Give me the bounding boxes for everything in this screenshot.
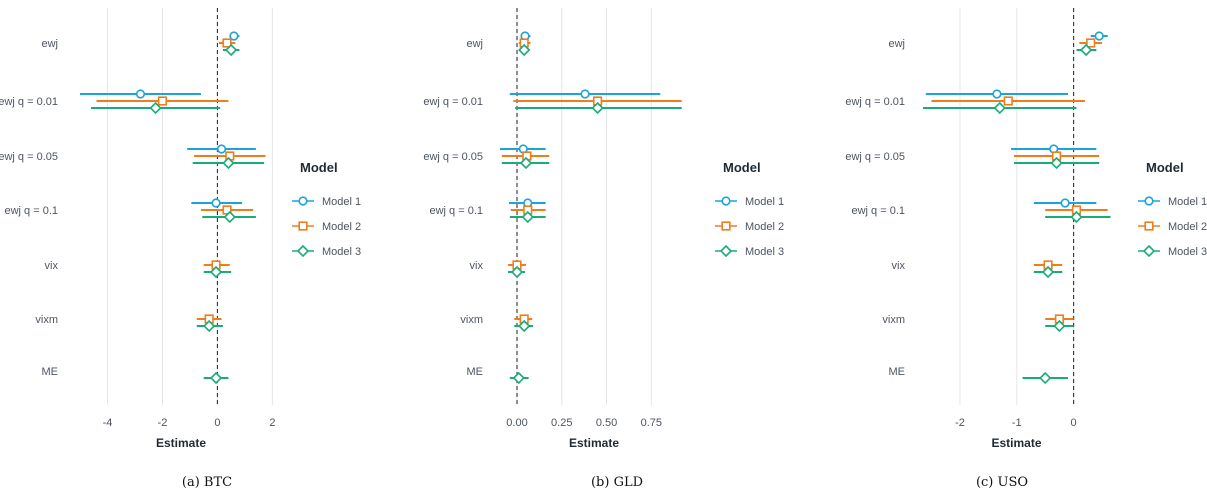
y-tick-label-vix: vix	[892, 260, 906, 272]
point-model-1-ewj	[229, 31, 239, 41]
legend-key-marker-model-3	[1142, 244, 1156, 258]
y-tick-label-vixm: vixm	[882, 314, 905, 326]
point-model-3-ewj-q-0-05	[1050, 156, 1063, 170]
point-model-1-ewj	[1094, 31, 1104, 41]
point-model-3-ewj	[518, 43, 531, 57]
point-model-3-ewj-q-0-05	[222, 156, 235, 170]
point-model-1-ewj-q-0-1	[211, 198, 221, 208]
point-model-3-vix	[1041, 265, 1055, 279]
panel-caption: (c) USO	[976, 475, 1028, 490]
x-tick-label: 0.75	[641, 417, 662, 429]
point-model-2-ewj	[1086, 38, 1096, 48]
legend: Model Model 1 Model 2 Model 3	[292, 160, 361, 258]
panel-caption: (a) BTC	[182, 475, 232, 490]
point-model-2-ewj-q-0-01	[1003, 96, 1013, 106]
point-model-3-ewj-q-0-1	[223, 210, 236, 224]
point-model-3-me	[1039, 371, 1052, 385]
y-tick-label-ewj-q-0-1: ewj q = 0.1	[4, 205, 58, 217]
y-tick-label-ewj: ewj	[466, 38, 483, 50]
point-model-3-vixm	[518, 319, 531, 333]
point-model-3-vix	[510, 265, 524, 279]
x-tick-label: 2	[269, 417, 275, 429]
legend: Model Model 1 Model 2 Model 3	[1138, 160, 1207, 258]
y-tick-label-me: ME	[467, 366, 484, 378]
x-axis-title: Estimate	[156, 436, 206, 450]
point-model-3-ewj-q-0-1	[521, 210, 534, 224]
legend-key-marker-model-3	[719, 244, 733, 258]
y-tick-label-me: ME	[889, 366, 906, 378]
point-model-1-ewj-q-0-01	[580, 89, 590, 99]
legend-label-model-3: Model 3	[322, 246, 361, 258]
x-tick-label: 0.00	[506, 417, 527, 429]
y-tick-label-ewj-q-0-1: ewj q = 0.1	[851, 205, 905, 217]
y-tick-label-ewj-q-0-1: ewj q = 0.1	[429, 205, 483, 217]
legend-title: Model	[723, 160, 761, 175]
x-axis-title: Estimate	[569, 436, 619, 450]
point-model-3-ewj-q-0-1	[1070, 210, 1083, 224]
legend-key-marker-model-1	[721, 196, 731, 206]
point-model-3-ewj-q-0-01	[591, 101, 604, 115]
x-tick-label: 0.25	[551, 417, 572, 429]
point-model-2-ewj	[222, 38, 232, 48]
point-model-3-vix	[209, 265, 223, 279]
x-tick-label: 0	[1071, 417, 1077, 429]
panel-caption: (b) GLD	[591, 475, 643, 490]
y-tick-label-ewj-q-0-05: ewj q = 0.05	[845, 151, 905, 163]
y-tick-label-me: ME	[42, 366, 59, 378]
point-model-3-ewj	[225, 43, 238, 57]
y-tick-label-ewj-q-0-01: ewj q = 0.01	[845, 96, 905, 108]
panel-gld: ewj ewj q = 0.01 ewj q = 0.05 ewj q = 0.1 vi…	[423, 8, 784, 490]
point-model-3-ewj-q-0-01	[149, 101, 162, 115]
legend-key-marker-model-1	[1144, 196, 1154, 206]
legend-label-model-1: Model 1	[1168, 196, 1207, 208]
y-tick-label-ewj-q-0-01: ewj q = 0.01	[423, 96, 483, 108]
point-model-2-ewj-q-0-01	[157, 96, 168, 106]
legend-title: Model	[300, 160, 338, 175]
x-tick-label: -2	[955, 417, 965, 429]
point-model-3-vixm	[1053, 319, 1066, 333]
point-model-3-ewj-q-0-05	[519, 156, 533, 170]
point-model-1-ewj-q-0-05	[216, 144, 227, 154]
legend-label-model-3: Model 3	[1168, 246, 1207, 258]
x-axis-title: Estimate	[991, 436, 1041, 450]
point-model-3-vixm	[203, 319, 216, 333]
point-model-3-ewj	[1079, 43, 1093, 57]
legend-title: Model	[1146, 160, 1184, 175]
point-model-3-me	[209, 371, 223, 385]
y-tick-label-vix: vix	[470, 260, 484, 272]
point-model-1-ewj-q-0-1	[1060, 198, 1070, 208]
y-tick-label-vixm: vixm	[35, 314, 58, 326]
x-tick-label: -1	[1012, 417, 1022, 429]
legend: Model Model 1 Model 2 Model 3	[715, 160, 784, 258]
y-tick-label-ewj: ewj	[888, 38, 905, 50]
legend-label-model-2: Model 2	[322, 221, 361, 233]
y-tick-label-ewj: ewj	[41, 38, 58, 50]
y-tick-label-ewj-q-0-01: ewj q = 0.01	[0, 96, 58, 108]
panel-btc: ewj ewj q = 0.01 ewj q = 0.05 ewj q = 0.1 vi…	[0, 8, 361, 490]
panel-uso: ewj ewj q = 0.01 ewj q = 0.05 ewj q = 0.1 vi…	[845, 8, 1207, 490]
legend-label-model-1: Model 1	[745, 196, 784, 208]
y-tick-label-ewj-q-0-05: ewj q = 0.05	[423, 151, 483, 163]
point-model-1-ewj-q-0-01	[992, 89, 1002, 99]
legend-label-model-1: Model 1	[322, 196, 361, 208]
point-model-3-me	[512, 371, 525, 385]
y-tick-label-vix: vix	[45, 260, 59, 272]
legend-key-marker-model-2	[298, 221, 308, 231]
legend-key-marker-model-2	[1144, 221, 1154, 231]
point-model-3-ewj-q-0-01	[993, 101, 1006, 115]
x-tick-label: 0	[214, 417, 220, 429]
x-tick-label: -4	[103, 417, 113, 429]
legend-label-model-3: Model 3	[745, 246, 784, 258]
y-tick-label-vixm: vixm	[460, 314, 483, 326]
legend-label-model-2: Model 2	[745, 221, 784, 233]
x-tick-label: -2	[158, 417, 168, 429]
x-tick-label: 0.50	[596, 417, 617, 429]
legend-key-marker-model-3	[296, 244, 310, 258]
point-model-1-ewj-q-0-01	[135, 89, 146, 99]
legend-label-model-2: Model 2	[1168, 221, 1207, 233]
legend-key-marker-model-1	[298, 196, 308, 206]
legend-key-marker-model-2	[721, 221, 731, 231]
y-tick-label-ewj-q-0-05: ewj q = 0.05	[0, 151, 58, 163]
